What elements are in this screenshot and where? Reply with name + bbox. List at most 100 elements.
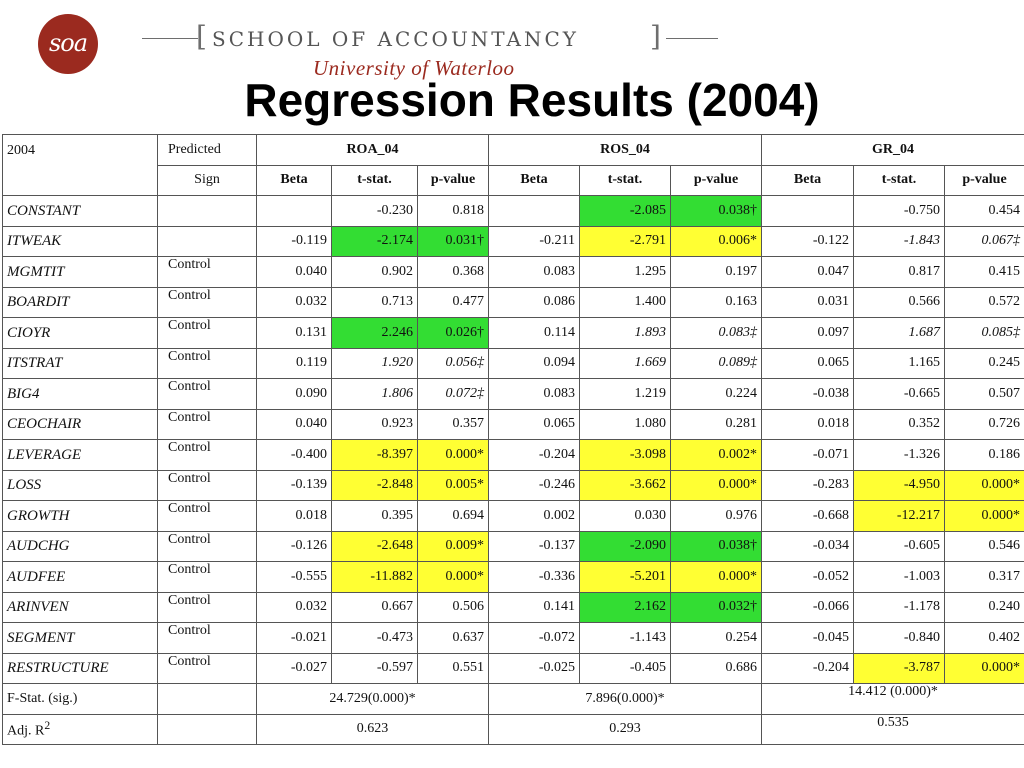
value-cell: 0.031 [761,286,855,318]
adjr2-ros: 0.293 [487,713,763,745]
value-cell: 0.976 [669,500,763,532]
value-cell [488,195,580,227]
subheader-cell: t-stat. [579,164,671,196]
predicted-header: Predicted [157,134,257,166]
value-cell: 0.713 [331,286,418,318]
table-row: SEGMENT Control -0.021 -0.473 0.637 -0.072 -1.… [2,622,1024,654]
predicted-sign: Control [157,286,257,318]
value-cell: 0.197 [669,256,763,288]
predicted-sign: Control [157,347,257,379]
value-cell: 0.083 [488,378,580,410]
value-cell: 0.006* [669,225,763,257]
value-cell [761,195,855,227]
group-header-ros: ROS_04 [487,134,763,166]
value-cell: 0.097 [761,317,855,349]
value-cell: 0.686 [669,652,763,684]
value-cell: 1.165 [853,347,946,379]
value-cell: 0.085‡ [944,317,1024,349]
value-cell: -0.139 [256,469,332,501]
value-cell: -0.122 [761,225,855,257]
value-cell: -4.950 [853,469,946,501]
predicted-sign: Control [157,652,257,684]
group-header-gr: GR_04 [761,134,1024,166]
value-cell [256,195,332,227]
variable-name: AUDFEE [2,561,158,593]
variable-name: RESTRUCTURE [2,652,158,684]
adjr2-sign-cell [157,713,257,745]
value-cell: 0.047 [761,256,855,288]
value-cell: 0.245 [944,347,1024,379]
adjr2-label-text: Adj. R [7,724,45,740]
value-cell: 1.806 [331,378,418,410]
value-cell: -2.090 [579,530,671,562]
table-row: BOARDIT Control 0.032 0.713 0.477 0.086 1.400 0… [2,286,1024,318]
fstat-roa: 24.729(0.000)* [256,683,489,715]
value-cell: 0.000* [669,561,763,593]
variable-name: AUDCHG [2,530,158,562]
value-cell: 0.040 [256,256,332,288]
subheader-cell: Beta [488,164,580,196]
value-cell: 0.030 [579,500,671,532]
value-cell: 0.317 [944,561,1024,593]
table-row: LEVERAGE Control -0.400 -8.397 0.000* -0.204-… [2,439,1024,471]
predicted-sign: Control [157,408,257,440]
value-cell: 0.357 [417,408,489,440]
table-row: GROWTH Control 0.018 0.395 0.694 0.002 0.030 0.… [2,500,1024,532]
value-cell: -0.027 [256,652,332,684]
value-cell: 0.402 [944,622,1024,654]
value-cell: 0.506 [417,591,489,623]
value-cell: 0.083 [488,256,580,288]
header-rule-right [666,38,718,39]
value-cell: 0.090 [256,378,332,410]
value-cell: -0.230 [331,195,418,227]
predicted-sign: Control [157,256,257,288]
variable-name: LOSS [2,469,158,501]
value-cell: -1.003 [853,561,946,593]
header-row-1: 2004 Predicted ROA_04 ROS_04 GR_04 [2,134,1024,196]
value-cell: 0.566 [853,286,946,318]
value-cell: 0.637 [417,622,489,654]
value-cell: 0.817 [853,256,946,288]
value-cell: 0.040 [256,408,332,440]
adjr2-roa: 0.623 [256,713,489,745]
header-rule-left [142,38,198,39]
value-cell: 0.224 [669,378,763,410]
value-cell: -0.038 [761,378,855,410]
variable-name: BIG4 [2,378,158,410]
value-cell: 0.032 [256,591,332,623]
value-cell: 1.295 [579,256,671,288]
school-name: SCHOOL OF ACCOUNTANCY [212,27,580,51]
variable-name: CONSTANT [2,195,158,227]
value-cell: -0.045 [761,622,855,654]
value-cell: -0.555 [256,561,332,593]
value-cell: 0.254 [669,622,763,654]
table-row: AUDFEE Control -0.555 -11.882 0.000* -0.336 -5… [2,561,1024,593]
value-cell: -0.400 [256,439,332,471]
variable-name: LEVERAGE [2,439,158,471]
value-cell: 1.219 [579,378,671,410]
variable-name: GROWTH [2,500,158,532]
sign-header: Sign [157,164,257,196]
value-cell: 0.352 [853,408,946,440]
predicted-sign: Control [157,591,257,623]
adjr2-label: Adj. R2 [2,713,158,745]
predicted-sign: Control [157,561,257,593]
value-cell: -0.405 [579,652,671,684]
value-cell: -0.034 [761,530,855,562]
value-cell: -0.597 [331,652,418,684]
regression-table: 2004 Predicted ROA_04 ROS_04 GR_04 Sign … [2,134,1024,745]
value-cell: 1.920 [331,347,418,379]
group-header-roa: ROA_04 [256,134,489,166]
table-row: BIG4 Control 0.090 1.806 0.072‡ 0.083 1.219 0.2… [2,378,1024,410]
value-cell: -0.665 [853,378,946,410]
value-cell: 1.400 [579,286,671,318]
value-cell: -0.211 [488,225,580,257]
value-cell: -1.843 [853,225,946,257]
value-cell: -0.126 [256,530,332,562]
variable-name: CIOYR [2,317,158,349]
adjr2-superscript: 2 [44,719,51,733]
predicted-sign: Control [157,378,257,410]
adjr2-gr: 0.535 [761,713,1024,745]
adjr2-row: Adj. R2 0.623 0.293 0.535 [2,713,1024,745]
value-cell: 0.002* [669,439,763,471]
